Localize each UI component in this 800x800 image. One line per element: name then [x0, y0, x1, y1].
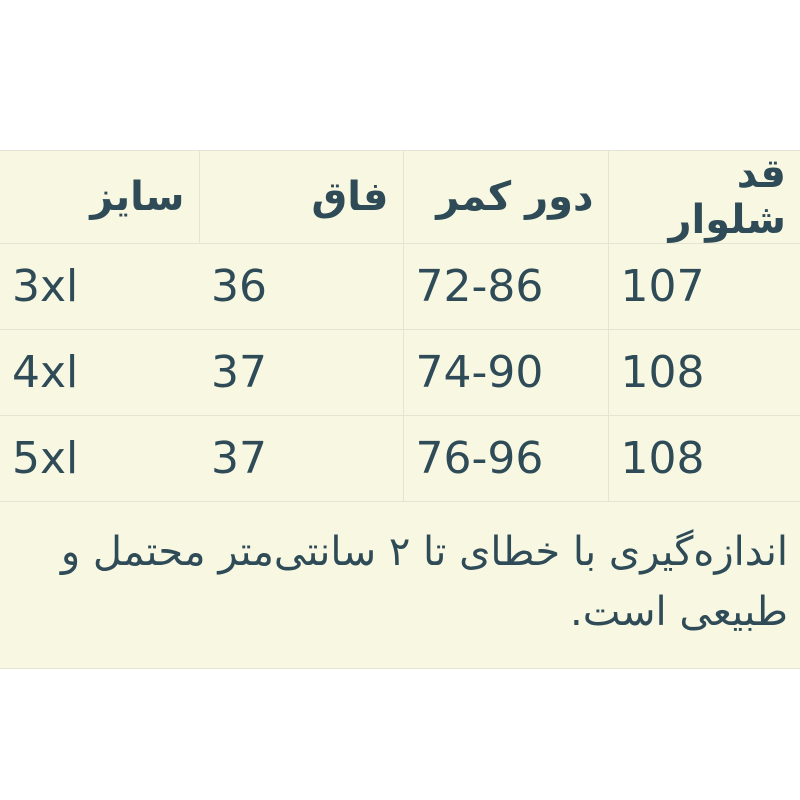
measurement-note-row: اندازه‌گیری با خطای تا ۲ سانتی‌متر محتمل… — [0, 501, 800, 669]
size-table-header: قد شلوار دور کمر فاق سایز — [0, 150, 800, 244]
size-table-body: 107 72-86 36 3xl 108 74-90 37 4xl 108 76… — [0, 243, 800, 669]
cell-rise: 36 — [199, 243, 404, 330]
cell-rise: 37 — [199, 415, 404, 502]
column-header-size: سایز — [0, 150, 199, 244]
cell-size: 4xl — [0, 329, 199, 416]
size-table: قد شلوار دور کمر فاق سایز 107 72-86 36 3… — [0, 150, 800, 669]
size-chart-section: قد شلوار دور کمر فاق سایز 107 72-86 36 3… — [0, 150, 800, 669]
measurement-note: اندازه‌گیری با خطای تا ۲ سانتی‌متر محتمل… — [0, 501, 800, 669]
cell-pant-length: 108 — [608, 415, 800, 502]
cell-waist: 76-96 — [403, 415, 609, 502]
cell-pant-length: 108 — [608, 329, 800, 416]
cell-waist: 74-90 — [403, 329, 609, 416]
column-header-waist: دور کمر — [402, 150, 608, 244]
column-header-rise: فاق — [198, 150, 403, 244]
table-row: 108 76-96 37 5xl — [0, 415, 800, 502]
cell-size: 3xl — [0, 243, 199, 330]
cell-waist: 72-86 — [403, 243, 609, 330]
column-header-pant-length: قد شلوار — [607, 150, 800, 244]
table-row: 107 72-86 36 3xl — [0, 243, 800, 330]
cell-size: 5xl — [0, 415, 199, 502]
header-row: قد شلوار دور کمر فاق سایز — [0, 150, 800, 244]
cell-pant-length: 107 — [608, 243, 800, 330]
cell-rise: 37 — [199, 329, 404, 416]
table-row: 108 74-90 37 4xl — [0, 329, 800, 416]
